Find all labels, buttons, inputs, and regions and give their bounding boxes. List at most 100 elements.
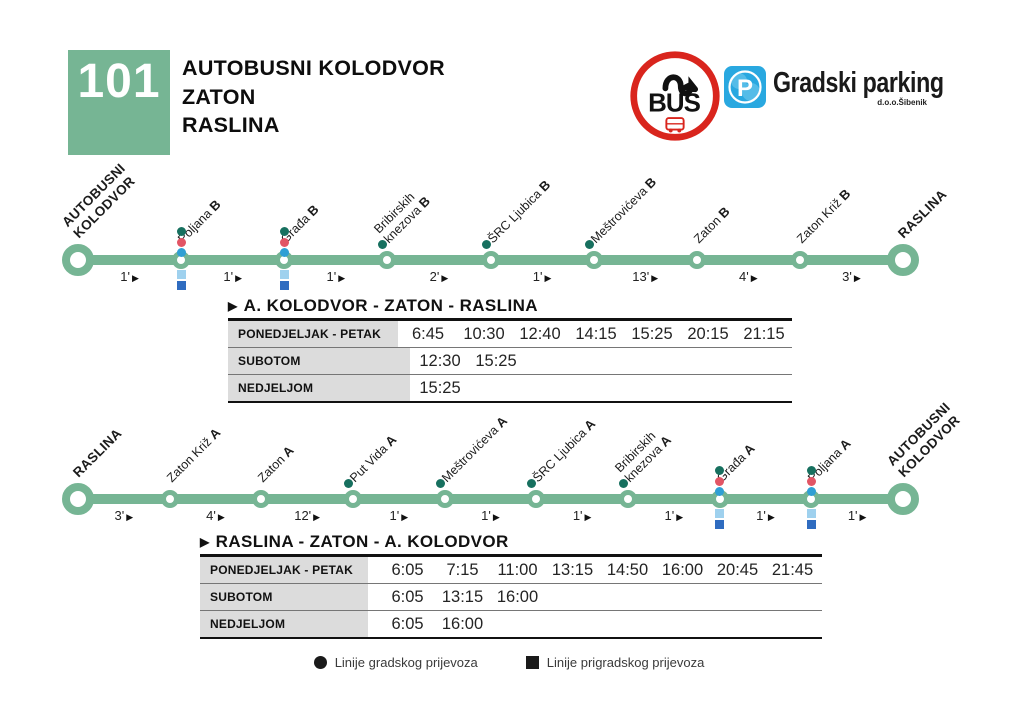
departure-time: 16:00 — [441, 614, 484, 633]
line-marker-square — [279, 281, 289, 290]
svg-text:P: P — [737, 75, 753, 102]
stop-circle — [527, 490, 546, 508]
stop-label: AUTOBUSNI KOLODVOR — [884, 399, 963, 480]
stop-circle — [619, 490, 637, 508]
arrow-icon: ▶ — [131, 273, 139, 283]
timetable-times: 6:45 10:30 12:40 14:15 15:25 20:15 21:15 — [398, 321, 792, 347]
travel-time: 1' ▶ — [532, 269, 552, 284]
travel-time: 13' ▶ — [632, 269, 659, 284]
route-title-line-1: AUTOBUSNI KOLODVOR — [182, 56, 446, 80]
travel-time: 4' ▶ — [738, 269, 758, 284]
line-marker-square — [806, 509, 816, 518]
line-marker-dot — [176, 227, 186, 236]
route-diagram-outbound: AUTOBUSNI KOLODVOR Poljana B Građa B Bribirs… — [0, 161, 1018, 305]
arrow-icon: ▶ — [584, 512, 592, 522]
timetable-day-label: NEDJELJOM — [228, 375, 410, 401]
route-title-line-3: RASLINA — [182, 113, 280, 137]
timetable-row: NEDJELJOM 15:25 — [228, 375, 792, 401]
terminal-circle — [887, 244, 919, 276]
terminal-circle — [887, 483, 919, 515]
parking-logo-name: Gradski parking — [773, 67, 944, 99]
line-marker-square — [176, 281, 186, 290]
stop-label: Meštrovićeva B — [587, 174, 659, 246]
triangle-icon: ▶ — [228, 299, 238, 313]
stop-circle — [584, 251, 603, 269]
terminal-circle — [62, 483, 94, 515]
line-marker-dot — [715, 466, 725, 475]
line-marker-dot — [715, 487, 725, 496]
stop-label: Zaton A — [255, 442, 298, 485]
departure-time: 20:15 — [687, 324, 729, 343]
line-marker-dot — [279, 237, 289, 247]
line-marker-dot — [176, 248, 186, 257]
departure-time: 12:30 — [419, 351, 461, 370]
travel-time: 1' ▶ — [847, 508, 867, 523]
line-marker-dot — [527, 479, 537, 488]
line-marker-dot — [619, 479, 628, 488]
timetable-times: 6:05 7:15 11:00 13:15 14:50 16:00 20:45 21:45 — [368, 557, 820, 583]
line-marker-dot — [378, 240, 388, 249]
timetable-row: PONEDJELJAK - PETAK 6:45 10:30 12:40 14:15 15… — [228, 321, 792, 348]
departure-time: 16:00 — [661, 560, 704, 579]
stop-label: Bribirskih knezova B — [371, 189, 434, 246]
arrow-icon: ▶ — [544, 273, 552, 283]
stop-circle — [435, 490, 454, 508]
stop-label: Zaton Križ B — [793, 186, 854, 246]
timetable-row: NEDJELJOM 6:05 16:00 — [200, 611, 822, 637]
arrow-icon: ▶ — [401, 512, 409, 522]
travel-time: 1' ▶ — [326, 269, 346, 284]
stop-label: Bribirskih knezova A — [612, 428, 675, 485]
stop-circle — [790, 251, 809, 269]
travel-time: 1' ▶ — [572, 508, 592, 523]
stop-circle — [481, 251, 500, 269]
arrow-icon: ▶ — [859, 512, 867, 522]
departure-time: 11:00 — [497, 560, 538, 579]
travel-time: 4' ▶ — [206, 508, 225, 523]
timetable-times: 15:25 — [410, 375, 468, 401]
departure-time: 6:05 — [391, 587, 424, 606]
stop-label: RASLINA — [895, 186, 950, 241]
travel-time: 3' ▶ — [842, 269, 861, 284]
stop-circle — [252, 490, 271, 508]
travel-time: 1' ▶ — [389, 508, 409, 523]
route-title-line-2: ZATON — [182, 84, 256, 109]
arrow-icon: ▶ — [235, 273, 242, 283]
timetable-day-label: PONEDJELJAK - PETAK — [228, 321, 398, 347]
line-marker-dot — [435, 479, 445, 488]
legend-label: Linije gradskog prijevoza — [334, 655, 478, 670]
stop-label: AUTOBUSNI KOLODVOR — [59, 160, 138, 241]
travel-time: 1' ▶ — [223, 269, 242, 284]
timetable-day-label: NEDJELJOM — [200, 611, 368, 637]
stop-circle — [378, 251, 397, 269]
parking-p-icon: P — [724, 66, 766, 108]
arrow-icon: ▶ — [441, 273, 449, 283]
timetable-return-title: ▶ RASLINA - ZATON - A. KOLODVOR — [200, 532, 509, 551]
departure-time: 6:45 — [411, 324, 445, 343]
departure-time: 14:15 — [575, 324, 617, 343]
svg-text:BUŠ: BUŠ — [648, 87, 700, 117]
line-marker-dot — [806, 487, 816, 496]
travel-time: 1' ▶ — [120, 269, 139, 284]
arrow-icon: ▶ — [492, 512, 500, 522]
timetable-day-label: SUBOTOM — [200, 584, 368, 610]
timetable-outbound-table: PONEDJELJAK - PETAK 6:45 10:30 12:40 14:15 15… — [228, 318, 792, 403]
line-number: 101 — [77, 55, 161, 108]
travel-time: 2' ▶ — [429, 269, 449, 284]
travel-time: 1' ▶ — [664, 508, 684, 523]
departure-time: 6:05 — [391, 614, 424, 633]
line-marker-square — [715, 509, 725, 518]
suburban-line-icon — [525, 656, 539, 669]
arrow-icon: ▶ — [313, 512, 321, 522]
departure-time: 21:15 — [743, 324, 785, 343]
route-diagram-return: RASLINA Zaton Križ A Zaton A Put Vida A Mešt… — [0, 400, 1018, 544]
legend: Linije gradskog prijevoza Linije prigrads… — [0, 655, 1018, 670]
triangle-icon: ▶ — [200, 535, 210, 549]
line-marker-square — [715, 520, 725, 529]
timetable-times: 6:05 13:15 16:00 — [368, 584, 545, 610]
arrow-icon: ▶ — [676, 512, 684, 522]
departure-time: 16:00 — [496, 587, 539, 606]
departure-time: 20:45 — [716, 560, 759, 579]
line-marker-dot — [176, 237, 186, 247]
gradski-parking-logo: P Gradski parking d.o.o.Šibenik — [724, 66, 965, 108]
